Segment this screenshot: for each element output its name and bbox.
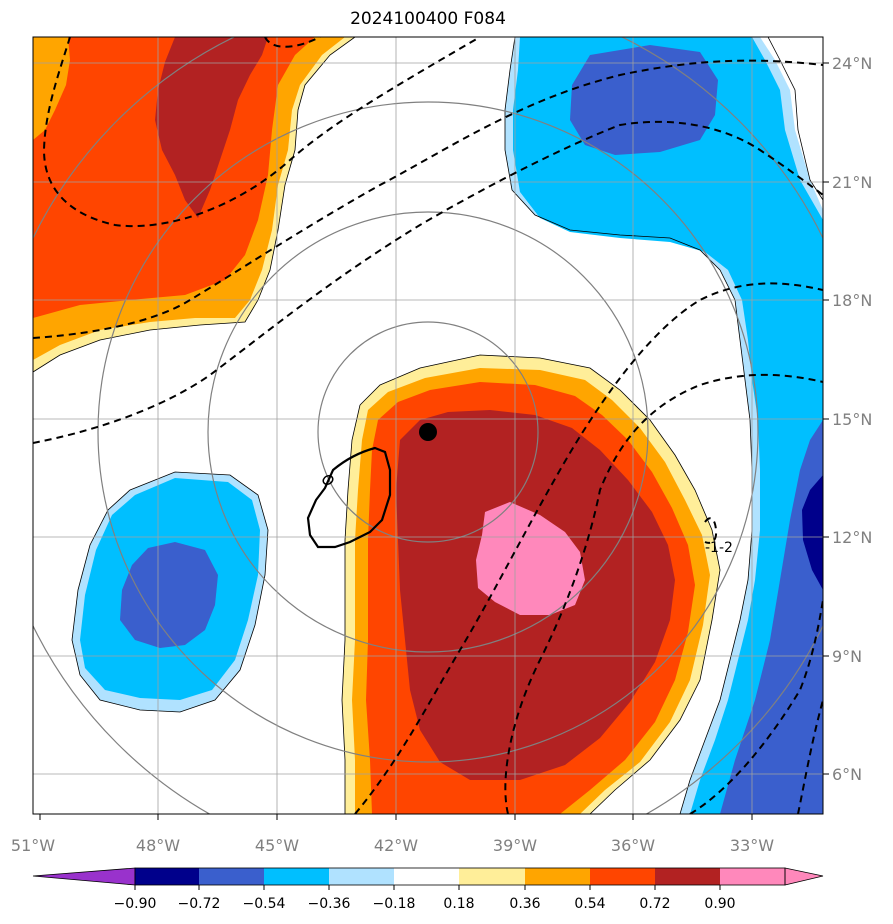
lon-label: 48°W [136, 836, 180, 855]
lon-label: 36°W [611, 836, 655, 855]
lon-label: 45°W [255, 836, 299, 855]
colorbar: −0.90 −0.72 −0.54 −0.36 −0.18 0.18 0.36 … [32, 867, 824, 912]
lat-label: 12°N [832, 528, 872, 547]
storm-center-marker [419, 423, 437, 441]
range-rings [33, 37, 823, 814]
lon-label: 51°W [11, 836, 55, 855]
anomaly-warm-topleft-072 [33, 37, 315, 318]
lat-label: 18°N [832, 291, 872, 310]
lon-label: 39°W [493, 836, 537, 855]
colorbar-tick-label: −0.54 [243, 896, 286, 912]
map-field [33, 37, 823, 814]
lon-label: 33°W [730, 836, 774, 855]
map-gridlines [33, 37, 823, 814]
colorbar-tick-label: −0.90 [114, 896, 157, 912]
lat-label: 15°N [832, 410, 872, 429]
lat-label: 6°N [832, 765, 862, 784]
lat-label: 21°N [832, 173, 872, 192]
contour-small-ellipse [322, 474, 334, 486]
colorbar-tick-label: 0.72 [639, 896, 670, 912]
lat-label: 24°N [832, 54, 872, 73]
map-frame [32, 36, 824, 815]
solid-contour [306, 446, 392, 549]
anomaly-cold-right-072 [802, 475, 823, 590]
anomaly-cold-right-054b [720, 420, 823, 814]
colorbar-tick-label: 0.54 [574, 896, 605, 912]
colorbar-extend-high [784, 867, 824, 886]
colorbar-tick-label: 0.18 [443, 896, 474, 912]
colorbar-tick-label: −0.18 [373, 896, 416, 912]
dashed-contours [33, 37, 823, 814]
colorbar-tick-label: −0.72 [178, 896, 221, 912]
anomaly-warm-topleft-090 [155, 37, 268, 218]
anomaly-cold-right-054 [570, 45, 718, 155]
latitude-labels: 24°N 21°N 18°N 15°N 12°N 9°N 6°N [832, 54, 872, 784]
colorbar-extend-low [32, 867, 136, 886]
lon-label: 42°W [374, 836, 418, 855]
anomaly-cold-left-054 [120, 542, 218, 648]
lat-label: 9°N [832, 647, 862, 666]
anomaly-cold-right-036 [513, 37, 823, 814]
colorbar-tick-label: 0.36 [509, 896, 540, 912]
map-title: 2024100400 F084 [350, 9, 506, 29]
contour-label: -1-2 [705, 540, 733, 556]
colorbar-tick-label: −0.36 [308, 896, 351, 912]
colorbar-tick-label: 0.90 [704, 896, 735, 912]
anomaly-warm-center-090 [476, 502, 585, 615]
longitude-labels: 51°W 48°W 45°W 42°W 39°W 36°W 33°W [11, 836, 774, 855]
